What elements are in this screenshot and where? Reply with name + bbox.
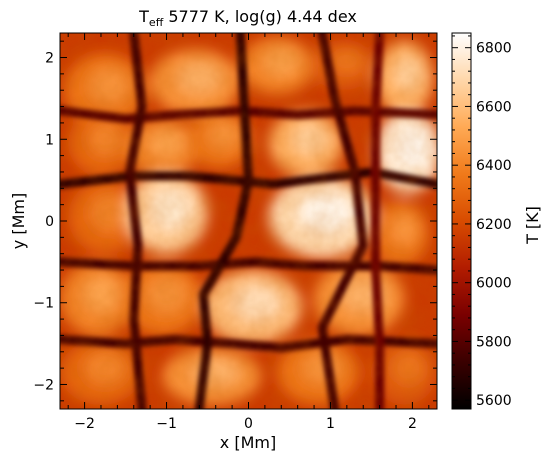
colorbar-tick-label: 5800 [476,334,512,350]
y-tick-label: −2 [33,377,54,393]
y-axis: −2 −1 0 1 2 [33,40,437,402]
colorbar-tick-label: 6000 [476,276,512,292]
y-tick-label: −1 [33,296,54,312]
x-tick-label: 0 [244,416,253,432]
colorbar-tick-label: 6200 [476,217,512,233]
y-tick-label: 1 [45,132,54,148]
chart-title: Teff 5777 K, log(g) 4.44 dex [138,7,357,29]
y-tick-label: 0 [45,214,54,230]
x-tick-label: 1 [326,416,335,432]
colorbar-tick-label: 6600 [476,99,512,115]
y-tick-label: 2 [45,51,54,67]
x-tick-label: −2 [74,416,95,432]
colorbar-tick-label: 6800 [476,41,512,57]
colorbar [452,33,471,409]
x-tick-label: 2 [408,416,417,432]
colorbar-axis: 5600 5800 6000 6200 6400 6600 6800 [452,35,512,409]
colorbar-tick-label: 6400 [476,158,512,174]
colorbar-frame [451,32,472,410]
x-axis-label: x [Mm] [220,433,276,452]
x-axis: −2 −1 0 1 2 [67,33,430,432]
temperature-heatmap [60,33,437,409]
x-tick-label: −1 [156,416,177,432]
colorbar-tick-label: 5600 [476,393,512,409]
colorbar-label: T [K] [523,206,542,245]
y-axis-label: y [Mm] [9,193,28,249]
